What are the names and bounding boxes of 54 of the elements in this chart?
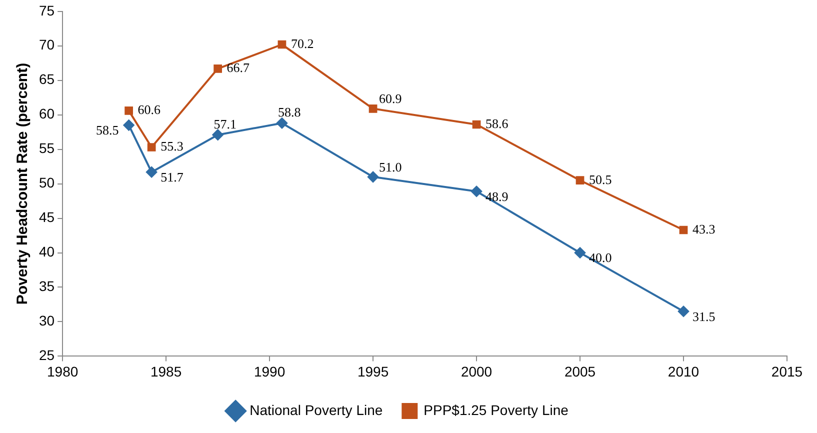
data-label: 51.7 — [160, 170, 184, 184]
y-tick-label: 35 — [38, 278, 55, 294]
data-label: 70.2 — [290, 36, 314, 51]
x-tick-label: 2010 — [668, 363, 700, 380]
x-tick-label: 2005 — [564, 363, 596, 380]
point — [146, 166, 158, 178]
point — [214, 64, 222, 73]
legend-label: PPP$1.25 Poverty Line — [424, 402, 569, 418]
y-tick-label: 40 — [38, 244, 55, 260]
point — [678, 306, 690, 317]
point — [123, 120, 134, 131]
data-label: 43.3 — [692, 221, 716, 236]
point — [472, 120, 481, 129]
point — [278, 40, 286, 49]
point — [368, 171, 379, 182]
x-tick-label: 1980 — [46, 363, 78, 380]
point — [124, 106, 133, 115]
data-label: 50.5 — [589, 172, 612, 187]
y-axis-title: Poverty Headcount Rate (percent) — [14, 62, 32, 305]
point — [147, 143, 156, 152]
x-tick-label: 2000 — [460, 363, 492, 380]
data-label: 48.9 — [486, 188, 508, 204]
data-label: 31.5 — [692, 308, 716, 324]
data-label: 58.6 — [486, 116, 509, 131]
point — [368, 104, 378, 113]
y-tick-label: 50 — [38, 174, 55, 191]
y-tick-label: 75 — [38, 2, 55, 18]
point — [471, 186, 482, 197]
data-label: 66.7 — [226, 60, 250, 76]
x-tick-label: 1985 — [150, 363, 182, 380]
y-tick-label: 55 — [38, 140, 55, 156]
data-label: 55.3 — [160, 138, 184, 154]
point — [679, 226, 688, 234]
data-label: 57.1 — [214, 116, 237, 132]
y-tick-label: 70 — [38, 36, 55, 53]
data-label: 51.0 — [379, 159, 402, 174]
y-tick-label: 45 — [38, 209, 55, 226]
x-tick-label: 2015 — [771, 363, 803, 380]
point — [576, 176, 584, 185]
data-label: 40.0 — [589, 250, 612, 266]
y-tick-label: 30 — [38, 312, 55, 329]
x-tick-label: 1990 — [254, 363, 286, 380]
legend-label: National Poverty Line — [250, 402, 383, 418]
point — [574, 247, 586, 258]
y-tick-label: 25 — [38, 347, 55, 364]
point — [276, 118, 288, 129]
x-tick-label: 1995 — [357, 363, 389, 380]
data-label: 60.9 — [379, 91, 402, 106]
data-label: 58.5 — [96, 122, 119, 138]
y-tick-label: 60 — [38, 106, 55, 122]
data-label: 60.6 — [138, 102, 162, 118]
point — [212, 129, 224, 140]
data-label: 58.8 — [278, 104, 301, 120]
y-tick-label: 65 — [38, 71, 55, 88]
